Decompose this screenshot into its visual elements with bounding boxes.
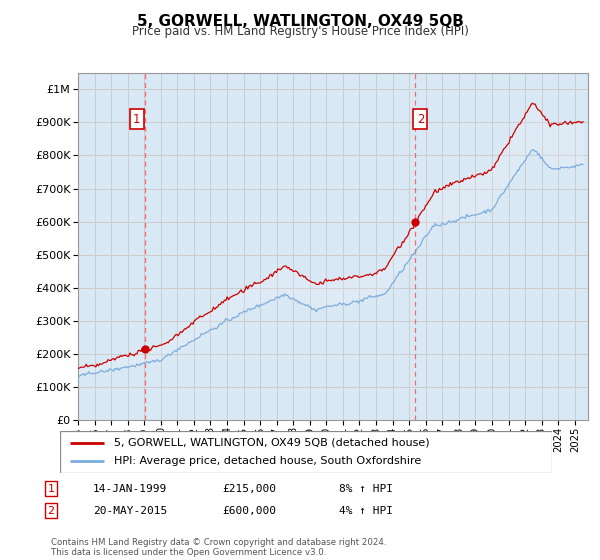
Text: 20-MAY-2015: 20-MAY-2015 xyxy=(93,506,167,516)
Text: 2: 2 xyxy=(47,506,55,516)
Text: 1: 1 xyxy=(133,113,140,125)
Text: HPI: Average price, detached house, South Oxfordshire: HPI: Average price, detached house, Sout… xyxy=(114,456,421,466)
Text: 8% ↑ HPI: 8% ↑ HPI xyxy=(339,484,393,494)
Text: 5, GORWELL, WATLINGTON, OX49 5QB: 5, GORWELL, WATLINGTON, OX49 5QB xyxy=(137,14,463,29)
Text: 14-JAN-1999: 14-JAN-1999 xyxy=(93,484,167,494)
Text: Contains HM Land Registry data © Crown copyright and database right 2024.
This d: Contains HM Land Registry data © Crown c… xyxy=(51,538,386,557)
Text: Price paid vs. HM Land Registry's House Price Index (HPI): Price paid vs. HM Land Registry's House … xyxy=(131,25,469,38)
Text: £600,000: £600,000 xyxy=(222,506,276,516)
Text: 2: 2 xyxy=(416,113,424,125)
Text: 1: 1 xyxy=(47,484,55,494)
Text: £215,000: £215,000 xyxy=(222,484,276,494)
Text: 4% ↑ HPI: 4% ↑ HPI xyxy=(339,506,393,516)
FancyBboxPatch shape xyxy=(60,431,552,473)
Text: 5, GORWELL, WATLINGTON, OX49 5QB (detached house): 5, GORWELL, WATLINGTON, OX49 5QB (detach… xyxy=(114,438,430,448)
